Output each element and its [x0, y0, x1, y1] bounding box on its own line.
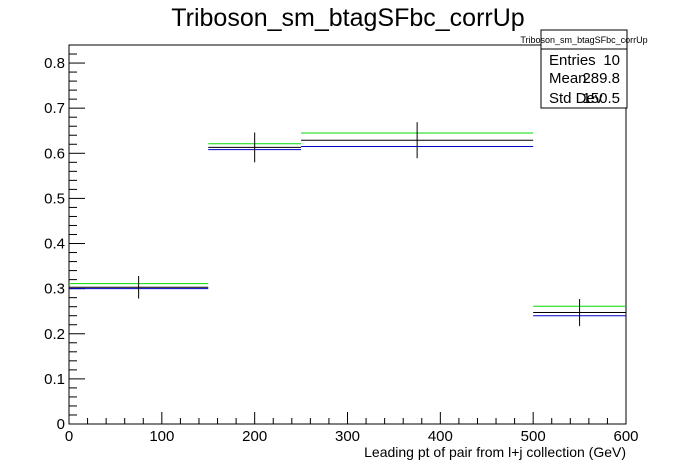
y-tick-label: 0: [57, 416, 65, 433]
stats-stddev-value: 150.5: [582, 90, 620, 107]
x-tick-label: 500: [521, 428, 546, 445]
y-tick-label: 0.8: [44, 55, 65, 72]
y-tick-label: 0.1: [44, 371, 65, 388]
x-tick-label: 400: [428, 428, 453, 445]
stats-stddev-label: Std Dev: [549, 90, 603, 107]
stats-mean-label: Mean: [549, 70, 587, 87]
x-tick-label: 600: [613, 428, 638, 445]
x-tick-label: 100: [149, 428, 174, 445]
x-tick-label: 0: [65, 428, 73, 445]
y-tick-label: 0.3: [44, 281, 65, 298]
stats-entries-label: Entries: [549, 52, 596, 69]
y-tick-label: 0.5: [44, 190, 65, 207]
x-axis-title: Leading pt of pair from l+j collection (…: [364, 444, 626, 460]
y-tick-label: 0.6: [44, 145, 65, 162]
stats-box-title: Triboson_sm_btagSFbc_corrUp: [520, 35, 647, 45]
y-tick-label: 0.4: [44, 236, 65, 253]
axis-ticks: 0 100 200 300 400 500 600 0 0.1 0.2 0.3 0.4 0.5 0.6 0.…: [44, 44, 639, 445]
stats-box: Triboson_sm_btagSFbc_corrUp Entries 10 M…: [520, 29, 648, 109]
stats-mean-value: 289.8: [582, 70, 620, 87]
chart-title: Triboson_sm_btagSFbc_corrUp: [171, 4, 524, 32]
y-tick-label: 0.7: [44, 100, 65, 117]
x-tick-label: 200: [242, 428, 267, 445]
stats-box-frame: [540, 29, 628, 109]
y-tick-label: 0.2: [44, 326, 65, 343]
histogram-marks: [69, 122, 626, 327]
stats-entries-value: 10: [603, 52, 620, 69]
x-tick-label: 300: [335, 428, 360, 445]
